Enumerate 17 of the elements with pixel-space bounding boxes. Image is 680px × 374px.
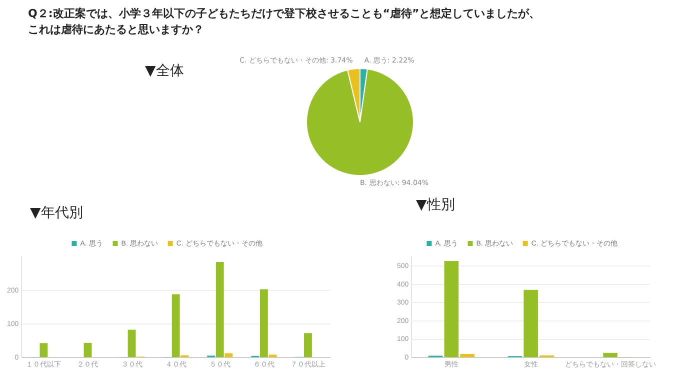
bar <box>304 333 312 358</box>
chart-title: ▼年代別 <box>30 204 84 222</box>
text: ▼全体 <box>145 63 184 79</box>
chart-title: ▼性別 <box>416 196 456 214</box>
bar <box>460 354 474 358</box>
bar <box>603 352 618 358</box>
bar <box>84 342 92 358</box>
bar <box>40 343 48 358</box>
bar <box>172 294 180 358</box>
bar <box>224 353 233 358</box>
bar <box>260 289 268 358</box>
bar <box>128 330 136 358</box>
bar <box>444 261 459 358</box>
bar <box>216 262 224 358</box>
text: Q２:改正案では、小学３年以下の子どもたちだけで登下校させることも“虐待”と想定していましたが、これは虐待にあたると思いますか？ <box>28 6 542 38</box>
bar <box>524 290 538 358</box>
bar <box>268 354 277 358</box>
